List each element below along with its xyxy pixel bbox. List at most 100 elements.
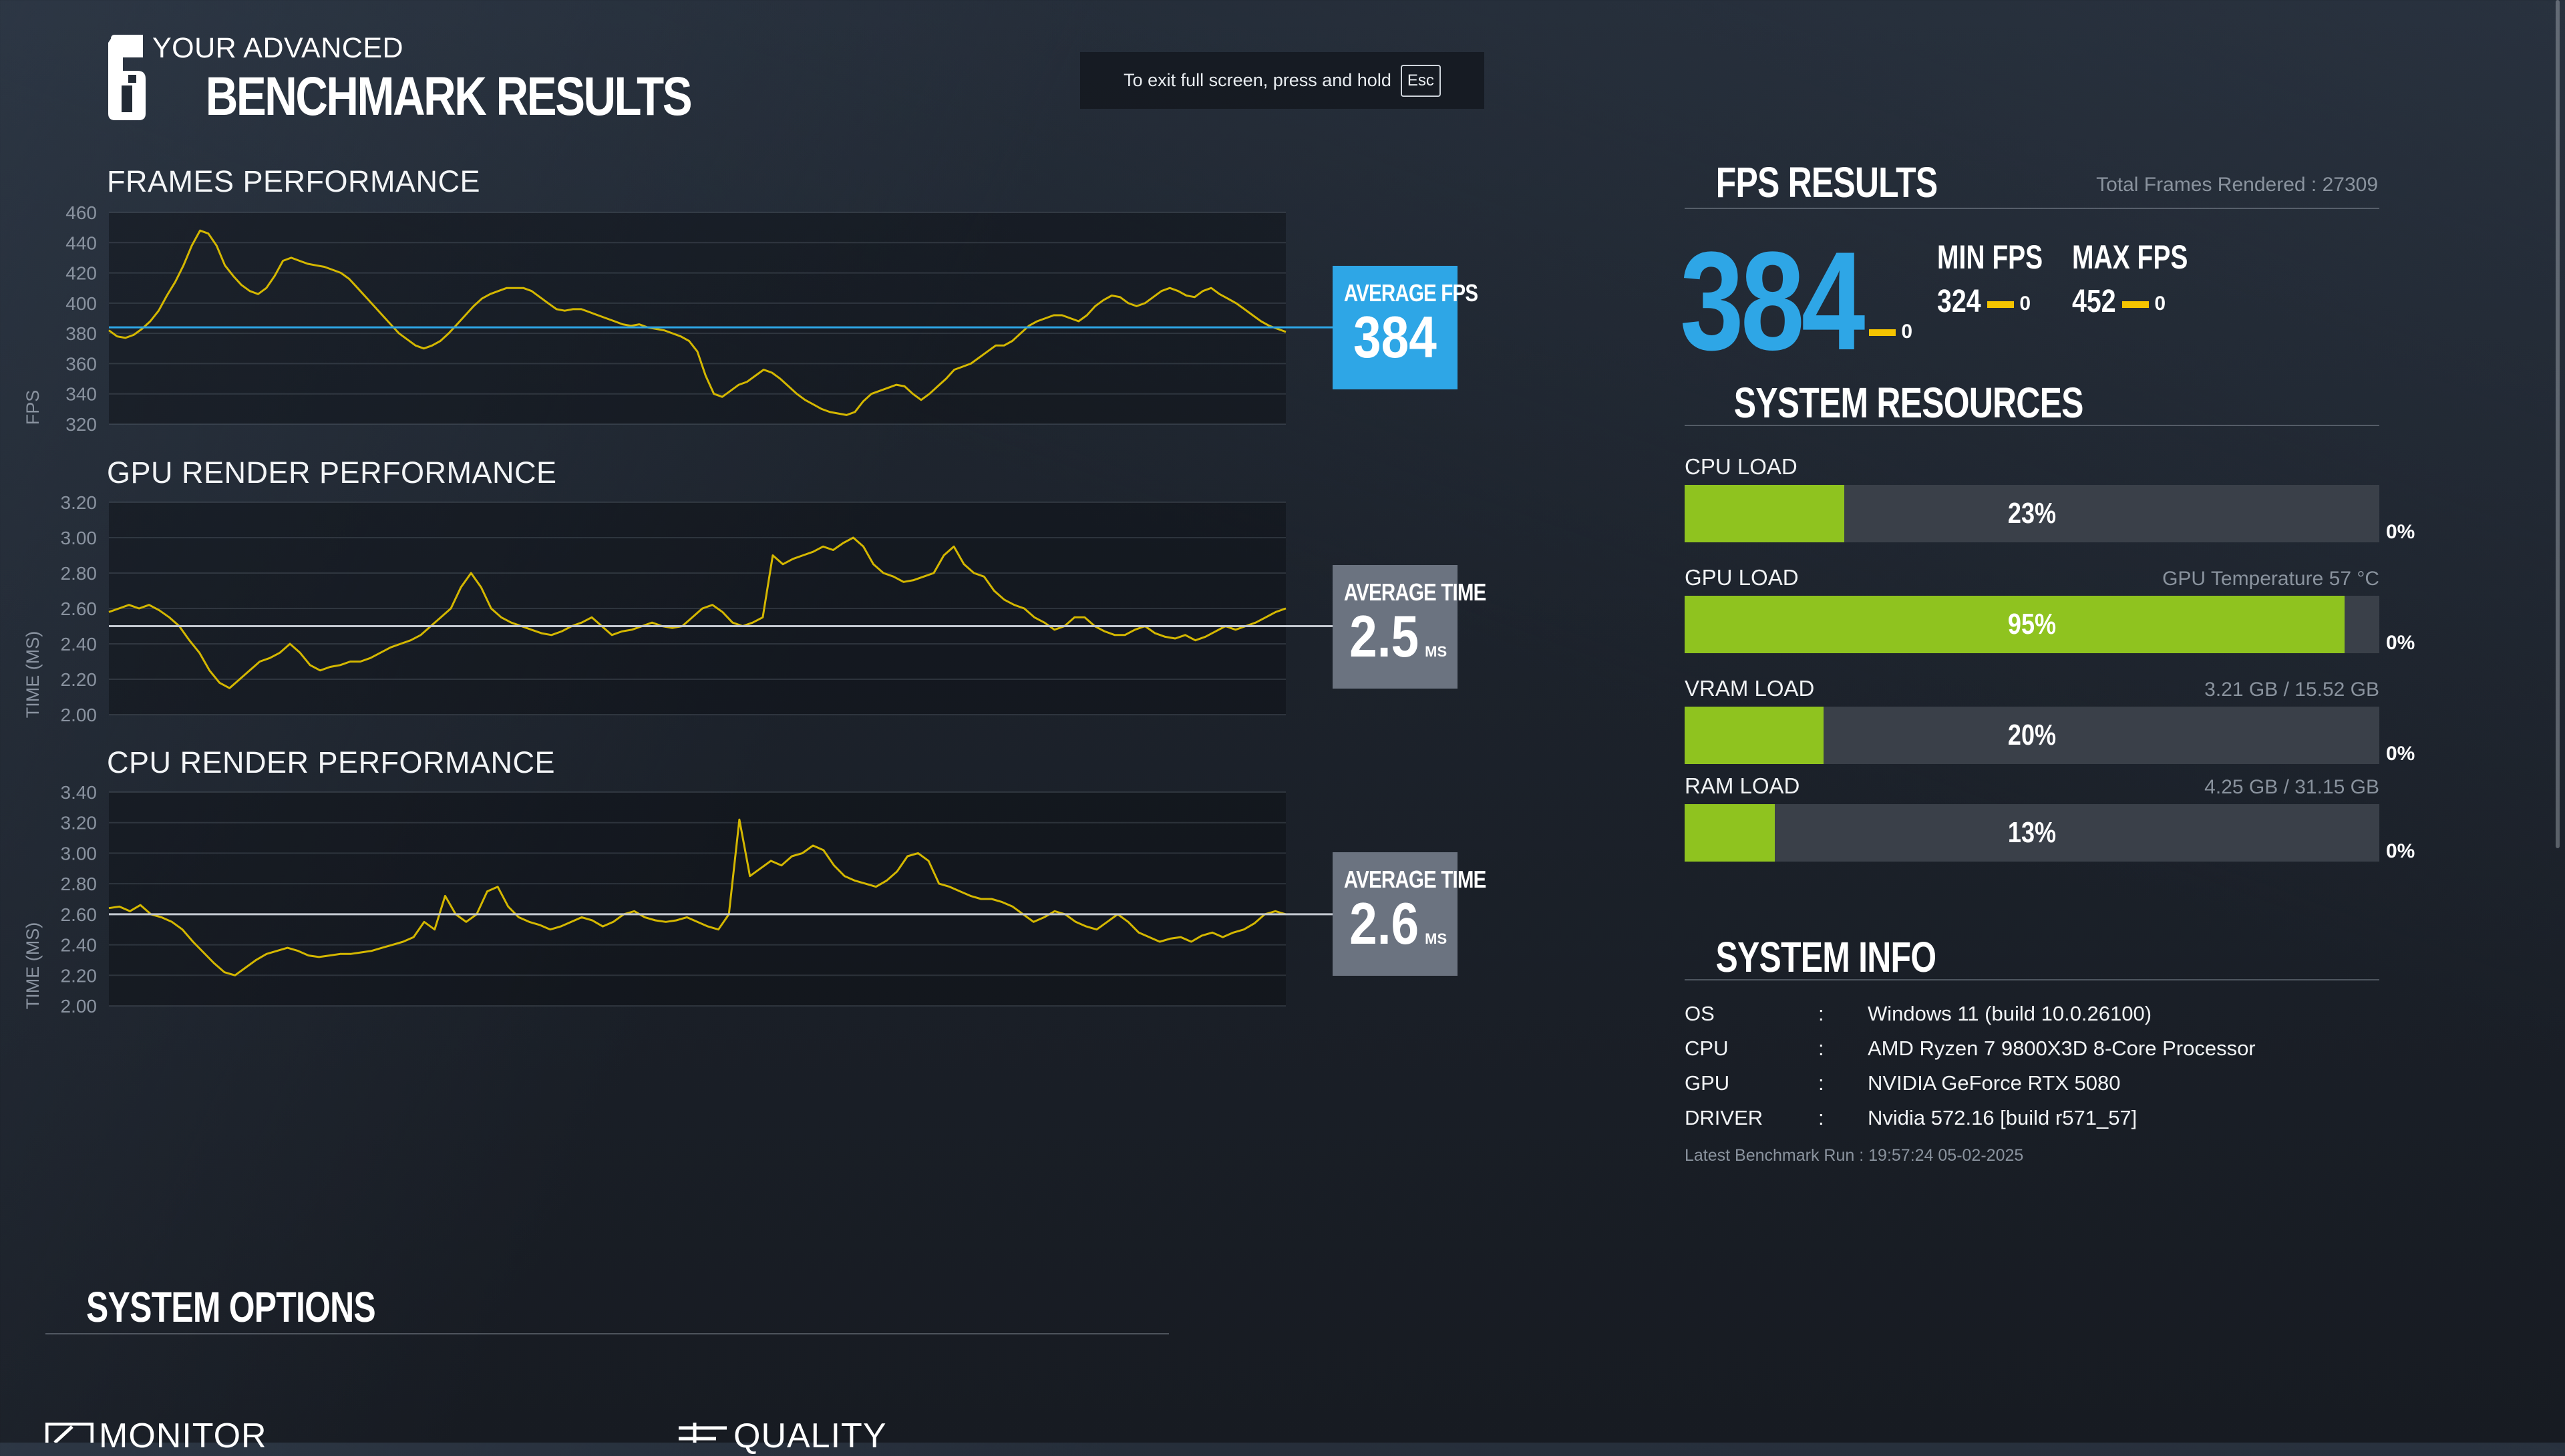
monitor-section-label[interactable]: MONITOR — [99, 1417, 267, 1455]
system-options-divider — [45, 1333, 1169, 1334]
header-subtitle: YOUR ADVANCED — [152, 32, 404, 64]
info-value: Windows 11 (build 10.0.26100) — [1868, 1002, 2152, 1025]
gpu-y-axis-label: TIME (MS) — [23, 631, 43, 718]
cpu-average-time-unit: MS — [1425, 930, 1447, 947]
gpu-load-value: 95% — [2007, 608, 2057, 641]
ram-load-side-value: 0% — [2386, 840, 2415, 862]
gpu-load-side-value: 0% — [2386, 632, 2415, 654]
cpu-load-value: 23% — [2007, 497, 2057, 530]
gpu-render-chart: 3.20 3.00 2.80 2.60 2.40 2.20 2.00 TIME (MS) — [23, 492, 1333, 725]
average-fps-value: 384 — [1353, 304, 1437, 370]
cpu-average-time-box: AVERAGE TIME 2.6 MS — [1333, 852, 1486, 976]
system-info-row-driver: DRIVER : Nvidia 572.16 [build r571_57] — [1685, 1106, 2379, 1141]
frames-y-tick-label: 320 — [65, 414, 97, 435]
cpu-y-tick-label: 2.60 — [61, 904, 98, 925]
vram-load-row: VRAM LOAD 3.21 GB / 15.52 GB 20% 0% — [1685, 676, 2415, 765]
system-resources-divider — [1685, 425, 2379, 426]
gpu-average-time-label: AVERAGE TIME — [1343, 578, 1486, 606]
gpu-y-tick-label: 2.60 — [61, 598, 98, 619]
quality-section-label[interactable]: QUALITY — [733, 1417, 887, 1455]
vram-load-label: VRAM LOAD — [1685, 676, 1815, 701]
frames-y-tick-label: 400 — [65, 293, 97, 314]
cpu-y-tick-label: 3.00 — [61, 843, 98, 864]
ram-load-row: RAM LOAD 4.25 GB / 31.15 GB 13% 0% — [1685, 773, 2415, 862]
frames-y-tick-label: 380 — [65, 323, 97, 344]
cpu-y-tick-label: 2.40 — [61, 935, 98, 956]
fps-average-marker: 0 — [1869, 321, 1912, 343]
frames-plot-area — [109, 212, 1286, 424]
info-sep: : — [1818, 1071, 1824, 1095]
fps-average-value: 384 — [1680, 222, 1865, 379]
gpu-load-bar: 95% — [1685, 596, 2379, 653]
gpu-load-bar-fill — [1685, 596, 2345, 653]
cpu-load-bar: 23% — [1685, 485, 2379, 542]
system-options-title: SYSTEM OPTIONS — [86, 1283, 376, 1331]
frames-y-tick-label: 340 — [65, 384, 97, 405]
min-fps-value: 324 — [1937, 284, 1981, 319]
cpu-y-tick-label: 2.80 — [61, 874, 98, 894]
gpu-y-tick-label: 3.20 — [61, 492, 98, 513]
latest-benchmark-run: Latest Benchmark Run : 19:57:24 05-02-20… — [1685, 1146, 2024, 1165]
average-fps-box: AVERAGE FPS 384 — [1333, 266, 1478, 389]
vram-usage: 3.21 GB / 15.52 GB — [2204, 679, 2379, 701]
cpu-y-tick-label: 2.20 — [61, 965, 98, 986]
cpu-y-tick-label: 3.20 — [61, 813, 98, 834]
system-info-table: OS : Windows 11 (build 10.0.26100) CPU :… — [1685, 1002, 2379, 1165]
frames-y-tick-label: 360 — [65, 353, 97, 374]
min-fps-marker-bar — [1987, 301, 2014, 309]
frames-performance-chart: 460 440 420 400 380 360 340 320 FPS — [23, 202, 1333, 435]
min-fps-marker-value: 0 — [2019, 293, 2031, 315]
cpu-load-label: CPU LOAD — [1685, 454, 1798, 479]
max-fps-label: MAX FPS — [2072, 238, 2188, 276]
info-key: GPU — [1685, 1071, 1730, 1095]
max-fps-marker-bar — [2122, 301, 2149, 309]
gpu-chart-title: GPU RENDER PERFORMANCE — [107, 456, 557, 490]
gpu-plot-area — [109, 502, 1286, 715]
info-sep: : — [1818, 1002, 1824, 1025]
fps-average-marker-value: 0 — [1901, 321, 1913, 343]
cpu-chart-title: CPU RENDER PERFORMANCE — [107, 745, 556, 779]
gpu-load-row: GPU LOAD GPU Temperature 57 °C 95% 0% — [1685, 565, 2415, 654]
max-fps-value: 452 — [2072, 284, 2116, 319]
frames-y-tick-label: 420 — [65, 263, 97, 284]
cpu-series-line — [108, 818, 1287, 976]
info-value: NVIDIA GeForce RTX 5080 — [1868, 1071, 2121, 1095]
gpu-average-time-box: AVERAGE TIME 2.5 MS — [1333, 565, 1486, 689]
cpu-load-side-value: 0% — [2386, 521, 2415, 543]
exit-fullscreen-text: To exit full screen, press and hold — [1124, 70, 1391, 90]
average-fps-label: AVERAGE FPS — [1343, 279, 1478, 307]
ram-load-value: 13% — [2007, 816, 2057, 849]
cpu-render-chart: 3.40 3.20 3.00 2.80 2.60 2.40 2.20 2.00 TIME (MS… — [23, 782, 1333, 1017]
fps-results-title: FPS RESULTS — [1715, 158, 1938, 206]
frames-y-tick-label: 440 — [65, 232, 97, 253]
info-value: Nvidia 572.16 [build r571_57] — [1868, 1106, 2138, 1129]
min-fps-marker: 0 — [1987, 293, 2031, 315]
system-info-title: SYSTEM INFO — [1715, 933, 1937, 981]
cpu-y-tick-label: 3.40 — [61, 782, 98, 803]
exit-fullscreen-banner: To exit full screen, press and hold Esc — [1080, 52, 1484, 109]
info-sep: : — [1818, 1037, 1824, 1060]
gpu-load-label: GPU LOAD — [1685, 565, 1799, 590]
esc-key-hint: Esc — [1400, 64, 1441, 97]
gpu-average-time-unit: MS — [1425, 643, 1447, 660]
system-info-divider — [1685, 979, 2379, 980]
gpu-y-tick-label: 2.20 — [61, 669, 98, 690]
monitor-icon — [45, 1423, 94, 1443]
fps-results-divider — [1685, 208, 2379, 209]
gpu-y-tick-label: 2.40 — [61, 634, 98, 655]
max-fps-marker: 0 — [2122, 293, 2166, 315]
page-scrollbar[interactable] — [2556, 0, 2560, 848]
gpu-temperature: GPU Temperature 57 °C — [2162, 568, 2379, 590]
page-title: BENCHMARK RESULTS — [205, 66, 693, 127]
info-key: OS — [1685, 1002, 1715, 1025]
frames-y-tick-label: 460 — [65, 202, 97, 223]
system-info-row-cpu: CPU : AMD Ryzen 7 9800X3D 8-Core Process… — [1685, 1037, 2379, 1071]
system-info-row-os: OS : Windows 11 (build 10.0.26100) — [1685, 1002, 2379, 1037]
quality-icon — [679, 1423, 727, 1443]
gpu-average-time-value: 2.5 — [1349, 603, 1419, 669]
cpu-y-axis-label: TIME (MS) — [23, 922, 43, 1009]
frames-y-axis-label: FPS — [23, 390, 43, 425]
vram-load-value: 20% — [2007, 719, 2057, 751]
cpu-load-bar-fill — [1685, 485, 1845, 542]
cpu-average-time-value: 2.6 — [1349, 890, 1419, 956]
